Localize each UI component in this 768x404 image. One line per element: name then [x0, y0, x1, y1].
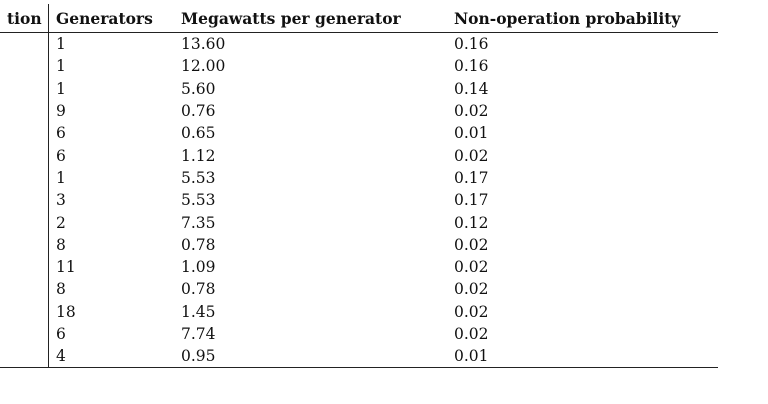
- cell-station: [0, 211, 49, 234]
- table-row: 6 0.65 0.01: [0, 122, 718, 145]
- cell-megawatts: 0.78: [181, 235, 216, 254]
- generator-table-container: tion Generators Megawatts per generator …: [0, 4, 718, 369]
- table-body: 1 13.60 0.16 1 12.00 0.16 1 5.60 0.14 9 0.76 0.02 6 0…: [0, 32, 718, 369]
- cell-station: [0, 233, 49, 256]
- cell-megawatts: 5.60: [181, 79, 216, 98]
- cell-station: [0, 122, 49, 145]
- cell-generators: 8: [56, 235, 66, 254]
- cell-megawatts: 0.95: [174, 345, 447, 369]
- cell-station: [0, 300, 49, 323]
- cell-station: [0, 189, 49, 212]
- table-row: 2 7.35 0.12: [0, 211, 718, 234]
- cell-megawatts: 1.09: [181, 258, 216, 277]
- cell-probability: 0.02: [454, 325, 489, 343]
- cell-megawatts: 1.45: [181, 302, 216, 321]
- cell-probability: 0.02: [454, 146, 489, 165]
- cell-probability: 0.02: [454, 258, 489, 277]
- table-row: 1 5.53 0.17: [0, 166, 718, 190]
- cell-probability: 0.02: [454, 302, 489, 321]
- cell-station: [0, 77, 49, 100]
- cell-generators: 18: [56, 302, 76, 321]
- cell-generators: 9: [56, 102, 66, 121]
- table-row: 8 0.78 0.02: [0, 278, 718, 301]
- table-row: 1 5.60 0.14: [0, 77, 718, 100]
- cell-generators: 4: [48, 345, 174, 369]
- cell-megawatts: 1.12: [181, 146, 216, 165]
- table-row: 11 1.09 0.02: [0, 255, 718, 279]
- cell-station: [0, 345, 49, 369]
- cell-megawatts: 7.35: [181, 213, 216, 232]
- cell-probability: 0.12: [454, 213, 489, 232]
- cell-megawatts: 7.74: [181, 325, 216, 343]
- cell-station: [0, 166, 49, 190]
- cell-station: [0, 55, 49, 78]
- cell-generators: 6: [56, 146, 66, 165]
- header-generators: Generators: [48, 4, 174, 33]
- header-megawatts: Megawatts per generator: [174, 4, 447, 33]
- header-station: tion: [0, 4, 49, 33]
- generator-table: tion Generators Megawatts per generator …: [0, 4, 718, 369]
- cell-generators: 6: [56, 124, 66, 143]
- cell-generators: 1: [56, 57, 66, 76]
- cell-probability: 0.17: [454, 168, 489, 187]
- cell-generators: 8: [56, 280, 66, 299]
- table-row: 6 1.12 0.02: [0, 144, 718, 167]
- table-row: 18 1.45 0.02: [0, 300, 718, 323]
- cell-generators: 2: [56, 213, 66, 232]
- table-row: 8 0.78 0.02: [0, 233, 718, 256]
- table-row: 9 0.76 0.02: [0, 99, 718, 123]
- cell-probability: 0.01: [454, 124, 489, 143]
- cell-probability: 0.14: [454, 79, 489, 98]
- cell-probability: 0.01: [447, 345, 718, 369]
- cell-probability: 0.02: [454, 102, 489, 121]
- cell-station: [0, 322, 49, 346]
- cell-generators: 1: [56, 35, 66, 54]
- cell-megawatts: 0.65: [181, 124, 216, 143]
- table-row: 3 5.53 0.17: [0, 189, 718, 212]
- cell-station: [0, 255, 49, 279]
- cell-station: [0, 32, 49, 56]
- cell-generators: 6: [56, 325, 66, 343]
- table-row: 1 13.60 0.16: [0, 32, 718, 56]
- cell-megawatts: 13.60: [181, 35, 226, 54]
- cell-megawatts: 5.53: [181, 191, 216, 210]
- cell-generators: 3: [56, 191, 66, 210]
- table-row: 6 7.74 0.02: [0, 322, 718, 346]
- header-probability: Non-operation probability: [447, 4, 718, 33]
- cell-generators: 1: [56, 168, 66, 187]
- table-row: 1 12.00 0.16: [0, 55, 718, 78]
- cell-megawatts: 12.00: [181, 57, 226, 76]
- cell-probability: 0.17: [454, 191, 489, 210]
- cell-generators: 1: [56, 79, 66, 98]
- cell-megawatts: 5.53: [181, 168, 216, 187]
- cell-probability: 0.02: [454, 235, 489, 254]
- cell-station: [0, 99, 49, 123]
- cell-megawatts: 0.76: [181, 102, 216, 121]
- cell-megawatts: 0.78: [181, 280, 216, 299]
- cell-probability: 0.16: [454, 57, 489, 76]
- table-row: 4 0.95 0.01: [0, 345, 718, 369]
- cell-station: [0, 144, 49, 167]
- cell-generators: 11: [56, 258, 76, 277]
- cell-probability: 0.16: [454, 35, 489, 54]
- cell-probability: 0.02: [454, 280, 489, 299]
- table-header-row: tion Generators Megawatts per generator …: [0, 4, 718, 33]
- cell-station: [0, 278, 49, 301]
